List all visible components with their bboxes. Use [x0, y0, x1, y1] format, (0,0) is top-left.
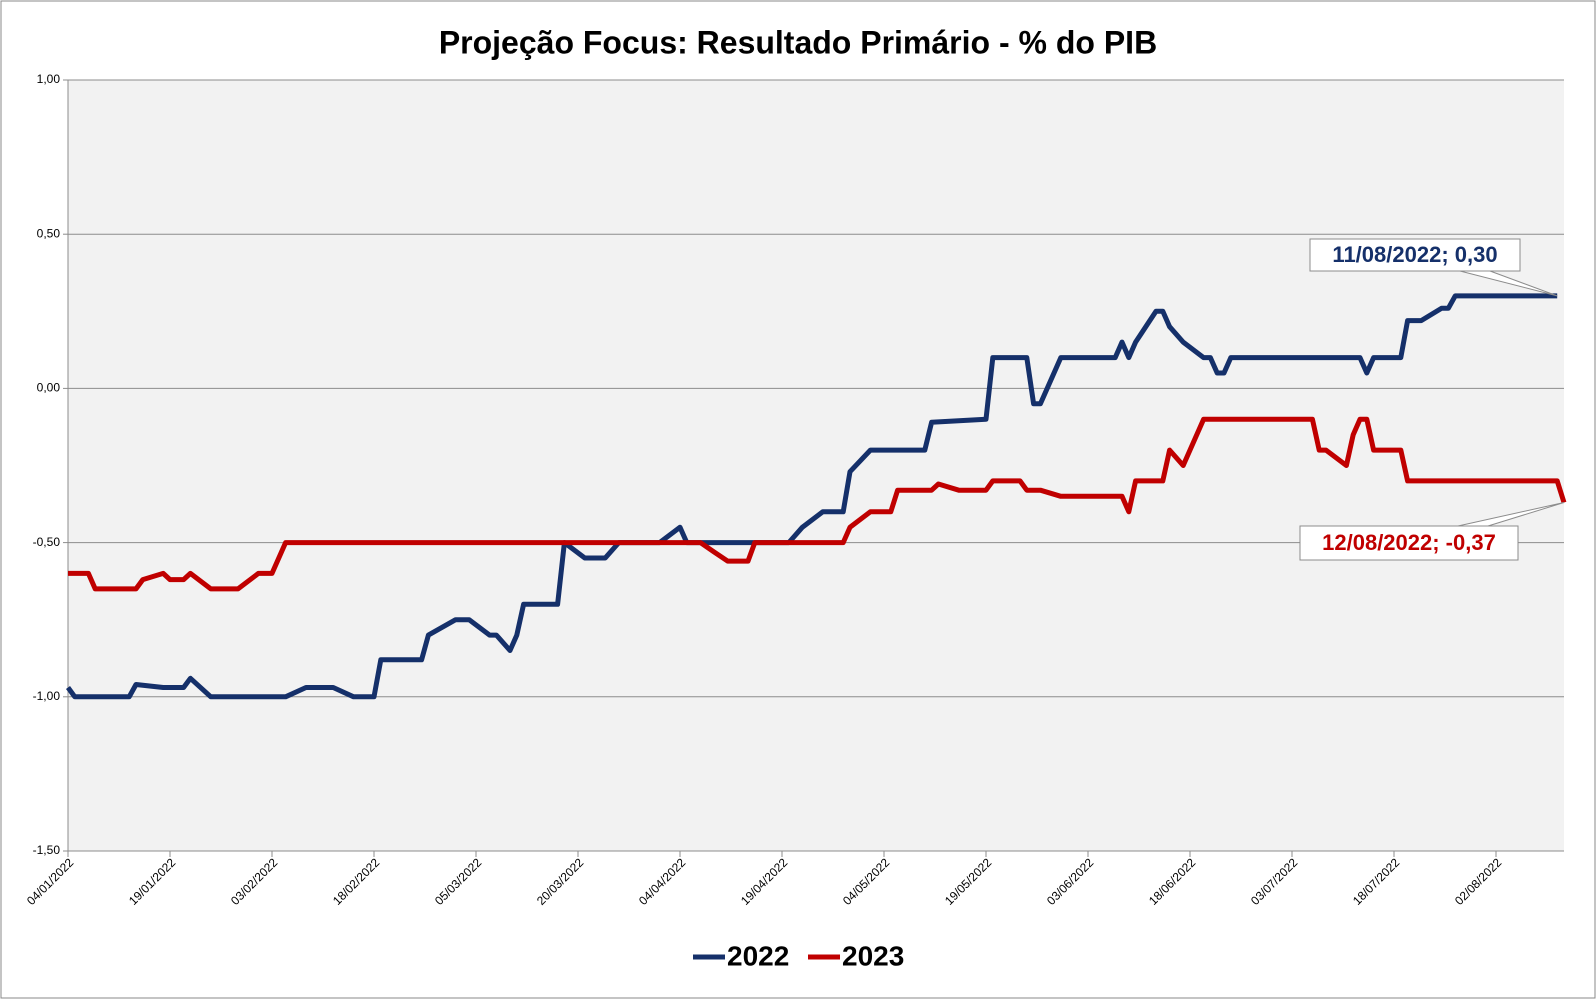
line-series — [65, 293, 1558, 700]
y-tick-label: -1,00 — [33, 689, 61, 703]
legend-label: 2023 — [842, 940, 904, 971]
line-series — [68, 416, 1567, 592]
y-tick-label: 0,50 — [37, 226, 61, 240]
chart-title: Projeção Focus: Resultado Primário - % d… — [439, 24, 1157, 60]
annotation-label: 11/08/2022; 0,30 — [1332, 242, 1497, 267]
y-tick-label: 0,00 — [37, 381, 61, 395]
annotation-box — [1309, 238, 1521, 272]
annotation-box — [1299, 525, 1519, 561]
annotation-leader — [1457, 502, 1565, 527]
y-tick-label: 1,00 — [37, 72, 61, 86]
legend-label: 2022 — [727, 940, 789, 971]
y-tick-label: -0,50 — [33, 535, 61, 549]
annotation-leader — [1459, 270, 1558, 297]
y-tick-label: -1,50 — [33, 843, 61, 857]
plot-area — [68, 80, 1564, 851]
annotation-label: 12/08/2022; -0,37 — [1322, 530, 1496, 555]
